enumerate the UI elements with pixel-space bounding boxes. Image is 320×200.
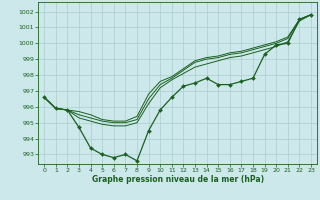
X-axis label: Graphe pression niveau de la mer (hPa): Graphe pression niveau de la mer (hPa)	[92, 175, 264, 184]
